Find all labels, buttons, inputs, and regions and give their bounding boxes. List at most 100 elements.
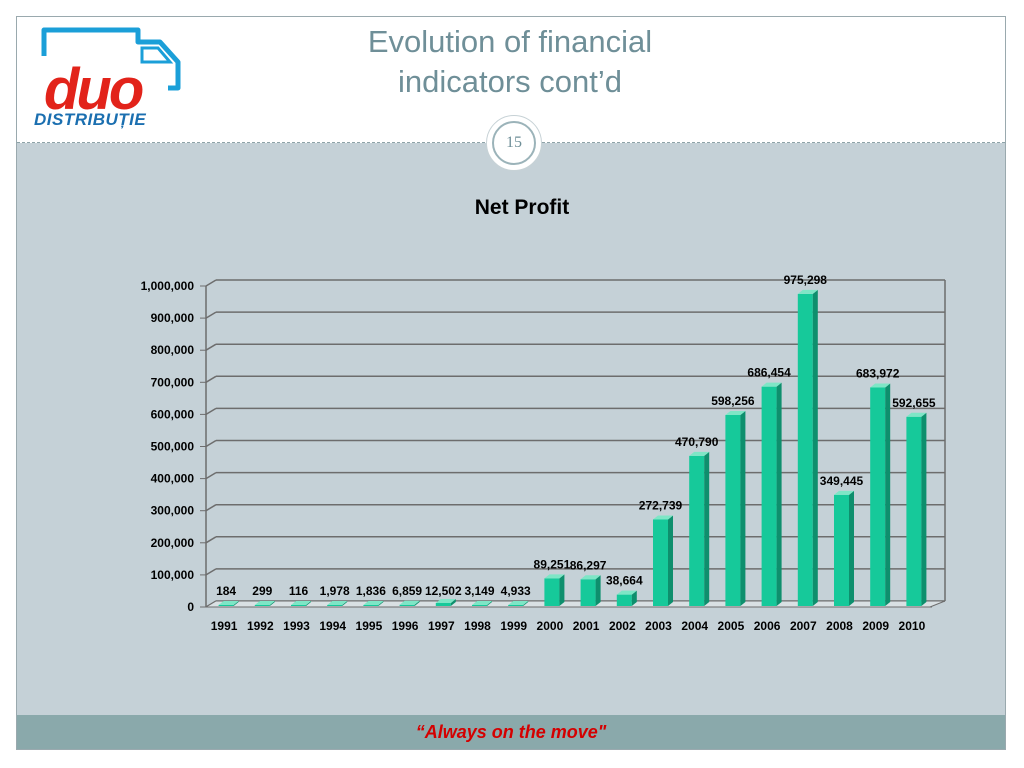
bar-side-2004 <box>704 451 710 606</box>
logo-subtitle: DISTRIBUȚIE <box>34 110 147 129</box>
data-label-1995: 1,836 <box>356 584 386 598</box>
x-tick-label: 2008 <box>826 619 853 633</box>
bar-side-2006 <box>776 382 782 606</box>
y-tick-label: 500,000 <box>151 440 195 454</box>
y-tick-label: 800,000 <box>151 343 195 357</box>
slide-frame <box>16 16 1006 750</box>
page-number-badge: 15 <box>486 115 542 171</box>
y-tick-label: 0 <box>187 600 194 614</box>
slide-title: Evolution of financial indicators cont’d <box>300 22 720 102</box>
bar-side-1996 <box>414 600 420 606</box>
gridline-depth <box>205 504 217 512</box>
gridline-depth <box>205 375 217 383</box>
bar-side-2008 <box>849 490 854 606</box>
bar-top-1997 <box>435 598 456 603</box>
footer-tagline: “Always on the move" <box>415 721 607 742</box>
data-label-1992: 299 <box>252 584 272 598</box>
bar-1996 <box>399 604 415 606</box>
bar-2009 <box>870 387 886 606</box>
bar-side-1998 <box>487 601 492 606</box>
bar-side-1991 <box>233 601 239 606</box>
y-tick-label: 300,000 <box>151 504 195 518</box>
bar-top-2002 <box>616 590 637 595</box>
x-tick-label: 2004 <box>681 619 708 633</box>
bar-1993 <box>291 605 306 606</box>
bar-1992 <box>254 605 270 606</box>
bar-side-1994 <box>342 601 348 606</box>
bar-side-2002 <box>631 590 637 606</box>
bar-top-2003 <box>653 515 673 520</box>
x-tick-label: 1996 <box>392 619 419 633</box>
x-tick-label: 1999 <box>500 619 527 633</box>
bar-top-1992 <box>254 601 275 605</box>
data-label-1991: 184 <box>216 584 236 598</box>
data-label-1998: 3,149 <box>464 584 494 598</box>
bar-top-2007 <box>797 289 818 294</box>
bar-top-1995 <box>363 601 384 605</box>
chart-data-labels: 184 299 116 1,978 1,836 6,859 12,502 3,149 4,933… <box>216 273 936 598</box>
y-tick-label: 1,000,000 <box>141 279 195 293</box>
data-label-1997: 12,502 <box>425 584 462 598</box>
bar-side-2007 <box>812 289 818 606</box>
chart-bars <box>218 289 927 606</box>
bar-side-2005 <box>740 410 746 606</box>
x-tick-label: 1992 <box>247 619 274 633</box>
data-label-2008: 349,445 <box>820 474 864 488</box>
bar-2010 <box>906 416 922 606</box>
bar-side-2009 <box>885 383 891 606</box>
x-tick-label: 2009 <box>862 619 889 633</box>
data-label-2002: 38,664 <box>606 574 643 588</box>
bar-2005 <box>725 414 741 606</box>
data-label-2004: 470,790 <box>675 435 719 449</box>
slide-footer: “Always on the move" <box>17 715 1005 749</box>
x-tick-label: 1995 <box>356 619 383 633</box>
y-tick-label: 200,000 <box>151 536 195 550</box>
bar-2007 <box>797 293 813 606</box>
x-tick-label: 1994 <box>319 619 346 633</box>
bar-top-1999 <box>508 601 529 605</box>
data-label-2001: 86,297 <box>570 558 607 572</box>
chart-area-background <box>17 143 1005 715</box>
gridline-depth <box>205 536 217 544</box>
y-tick-label: 100,000 <box>151 568 195 582</box>
bar-side-2003 <box>668 515 673 606</box>
data-label-1993: 116 <box>289 584 309 598</box>
x-tick-label: 2001 <box>573 619 600 633</box>
bar-1994 <box>327 605 343 606</box>
bar-1998 <box>472 605 487 606</box>
bar-side-2001 <box>595 575 601 606</box>
data-label-1996: 6,859 <box>392 584 422 598</box>
chart-axes: 0 100,000 200,000 300,000 400,000 500,000 600,… <box>141 279 946 633</box>
data-label-2006: 686,454 <box>747 366 791 380</box>
y-tick-label: 900,000 <box>151 311 195 325</box>
x-tick-label: 2002 <box>609 619 636 633</box>
bar-top-2004 <box>689 451 710 456</box>
chart-title: Net Profit <box>475 196 570 219</box>
bar-1999 <box>508 605 524 606</box>
bar-1991 <box>218 605 234 606</box>
data-label-1994: 1,978 <box>320 584 350 598</box>
x-tick-label: 1998 <box>464 619 491 633</box>
gridline-depth <box>205 407 217 416</box>
truck-outline-icon <box>41 27 181 91</box>
gridline-depth <box>205 439 217 448</box>
data-label-2009: 683,972 <box>856 366 900 380</box>
gridline-depth <box>205 311 217 319</box>
gridline-depth <box>205 471 217 480</box>
bar-top-2008 <box>834 490 854 495</box>
data-label-2003: 272,739 <box>639 498 683 512</box>
bar-2000 <box>544 578 560 606</box>
bar-top-1993 <box>291 601 311 605</box>
logo-wordmark: duo <box>44 57 144 122</box>
bar-top-1996 <box>399 600 420 605</box>
bar-side-2000 <box>559 574 565 606</box>
bar-1997 <box>435 602 451 606</box>
x-tick-label: 2005 <box>718 619 745 633</box>
bar-top-1994 <box>327 601 348 605</box>
bar-top-2006 <box>761 382 782 387</box>
bar-2006 <box>761 386 777 606</box>
bar-side-1995 <box>378 601 384 606</box>
bar-top-2010 <box>906 412 927 417</box>
company-logo: duo DISTRIBUȚIE <box>30 22 200 134</box>
